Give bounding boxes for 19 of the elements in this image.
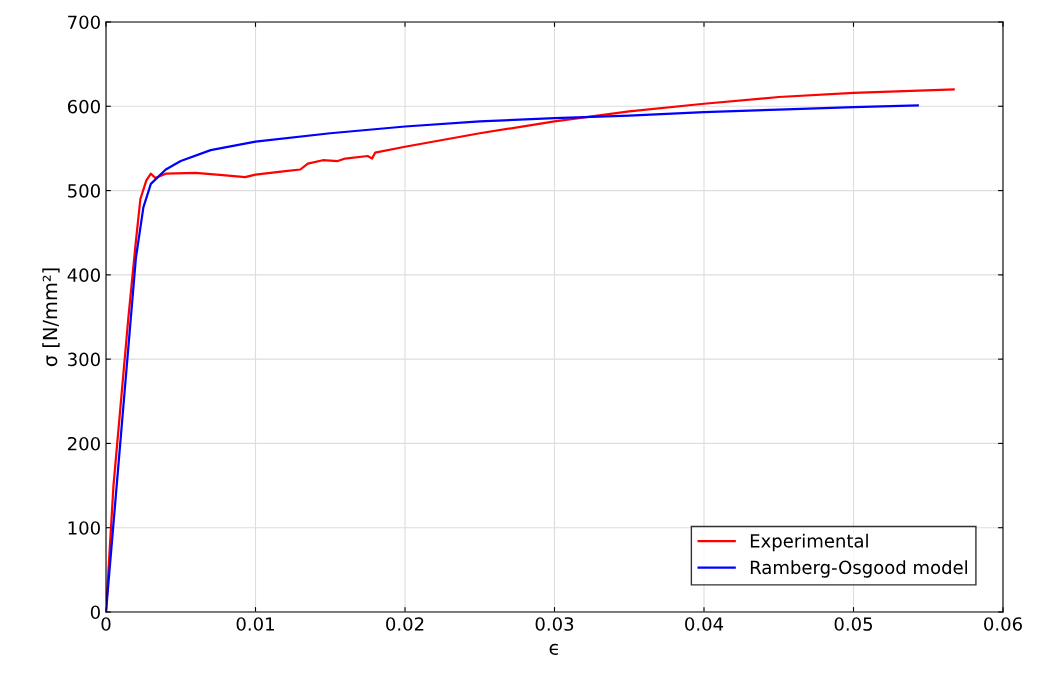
y-tick-label: 500 — [68, 184, 100, 198]
y-axis-title: σ [N/mm²] — [42, 268, 60, 367]
x-tick-label: 0.04 — [685, 617, 724, 631]
x-tick-label: 0.03 — [535, 617, 574, 631]
x-tick-label: 0 — [101, 617, 111, 631]
x-tick-label: 0.01 — [236, 617, 274, 631]
y-tick-label: 0 — [90, 605, 100, 620]
y-tick-label: 100 — [68, 521, 100, 535]
legend-label: Ramberg-Osgood model — [750, 560, 967, 578]
y-tick-label: 300 — [68, 352, 100, 367]
y-tick-label: 200 — [68, 436, 100, 451]
x-tick-label: 0.06 — [984, 617, 1022, 631]
y-tick-label: 400 — [67, 268, 100, 282]
legend-label: Experimental — [750, 533, 868, 552]
x-tick-label: 0.05 — [834, 617, 873, 631]
y-tick-label: 600 — [67, 99, 100, 114]
y-tick-label: 700 — [68, 15, 100, 30]
x-tick-label: 0.02 — [386, 617, 424, 631]
x-axis-title: ϵ — [549, 643, 558, 655]
